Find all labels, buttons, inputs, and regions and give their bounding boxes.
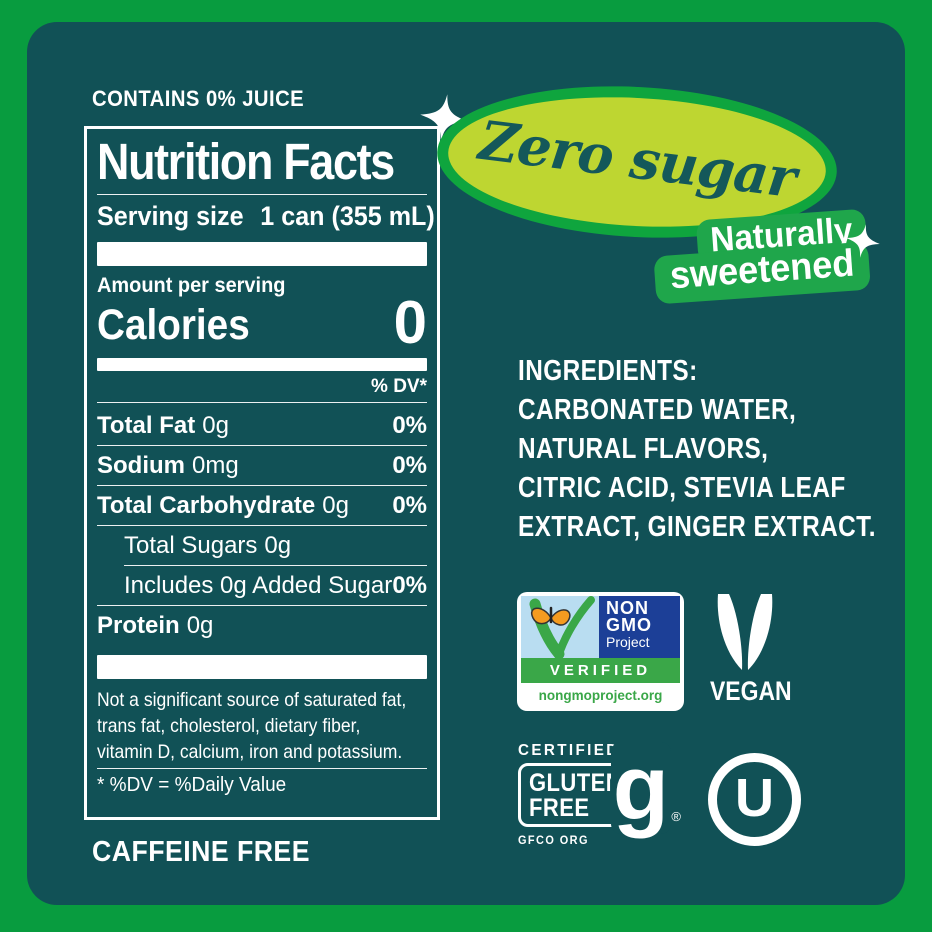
thick-separator-bar (97, 242, 427, 266)
row-dv: 0% (392, 492, 427, 519)
divider (97, 768, 427, 769)
footnote-line: trans fat, cholesterol, dietary fiber, (97, 715, 361, 737)
footnote-line: Not a significant source of saturated fa… (97, 689, 407, 711)
divider (97, 194, 427, 195)
serving-size-value: 1 can (355 mL) (260, 201, 435, 231)
row-name: Total Carbohydrate (97, 492, 316, 519)
row-amount: 0g (202, 412, 229, 439)
non-gmo-line: Project (606, 634, 650, 650)
table-row-sodium: Sodium 0mg 0% (97, 446, 427, 485)
caffeine-free-text: CAFFEINE FREE (92, 836, 310, 868)
daily-value-header: % DV* (371, 376, 427, 397)
calories-row: Calories 0 (97, 289, 427, 356)
table-row-protein: Protein 0g (97, 606, 427, 645)
gfco-org-text: GFCO ORG (518, 835, 589, 847)
table-row-total-fat: Total Fat 0g 0% (97, 406, 427, 445)
non-gmo-verified-badge: NON GMO Project VERIFIED nongmoproject.o… (517, 592, 684, 711)
naturally-sweetened-badge: Naturally sweetened (645, 208, 876, 305)
row-amount: 0mg (192, 452, 239, 479)
kosher-ou-icon: U (708, 753, 801, 846)
nutrition-facts-panel: Nutrition Facts Serving size 1 can (355 … (84, 126, 440, 820)
non-gmo-line: GMO (606, 615, 652, 635)
row-amount: 0g (264, 532, 292, 559)
row-dv: 0% (392, 452, 427, 479)
divider (97, 485, 427, 486)
ingredients-line: EXTRACT, GINGER EXTRACT. (518, 511, 876, 543)
row-amount: 0g (322, 492, 349, 519)
row-dv: 0% (392, 572, 427, 599)
ingredients-line: CARBONATED WATER, (518, 394, 797, 426)
divider (97, 605, 427, 606)
row-name: Total Sugars (124, 532, 258, 559)
gluten-free-line: FREE (529, 794, 590, 822)
non-gmo-line: NON (606, 598, 649, 618)
sparkle-icon (417, 91, 471, 145)
gluten-free-box: GLUTEN FREE g ® (518, 742, 681, 834)
ingredients-line: INGREDIENTS: (518, 355, 698, 387)
amount-per-serving-label: Amount per serving (97, 274, 286, 297)
gluten-free-badge: CERTIFIED GLUTEN FREE g ® GFCO ORG (518, 742, 681, 847)
ingredients-line: CITRIC ACID, STEVIA LEAF (518, 472, 846, 504)
thick-separator-bar (97, 655, 427, 679)
footnote-line: vitamin D, calcium, iron and potassium. (97, 741, 403, 763)
divider (97, 445, 427, 446)
divider (97, 525, 427, 526)
non-gmo-verified-text: VERIFIED (521, 658, 680, 683)
divider (124, 565, 427, 566)
serving-size-label: Serving size (97, 201, 244, 231)
contains-juice-text: CONTAINS 0% JUICE (92, 86, 305, 111)
zero-sugar-text: Zero sugar (475, 107, 800, 211)
gluten-free-certified-text: CERTIFIED (518, 742, 620, 759)
footnote: Not a significant source of saturated fa… (97, 687, 407, 765)
table-row-total-sugars: Total Sugars 0g (97, 526, 427, 565)
registered-mark: ® (671, 809, 681, 824)
row-name: Protein (97, 612, 180, 639)
row-name: Total Fat (97, 412, 196, 439)
row-name: Sodium (97, 452, 185, 479)
ingredients-list: INGREDIENTS: CARBONATED WATER, NATURAL F… (518, 352, 876, 547)
daily-value-note: * %DV = %Daily Value (97, 774, 287, 796)
non-gmo-wordmark: NON GMO Project (599, 596, 680, 658)
kosher-letter: U (735, 767, 774, 828)
non-gmo-website: nongmoproject.org (538, 687, 663, 703)
gluten-free-g-icon: g (610, 737, 671, 839)
non-gmo-butterfly-icon (521, 596, 599, 658)
ingredients-line: NATURAL FLAVORS, (518, 433, 769, 465)
thick-separator-bar (97, 358, 427, 371)
vegan-v-icon (714, 594, 776, 672)
calories-value: 0 (393, 289, 427, 356)
row-dv: 0% (392, 412, 427, 439)
divider (97, 402, 427, 403)
table-row-added-sugar: Includes 0g Added Sugar 0% (97, 566, 427, 605)
vegan-label: VEGAN (710, 676, 792, 706)
serving-size-row: Serving size 1 can (355 mL) (97, 201, 435, 232)
nutrition-facts-title: Nutrition Facts (97, 133, 395, 190)
row-name: Includes 0g Added Sugar (124, 572, 393, 599)
calories-label: Calories (97, 301, 250, 349)
row-amount: 0g (186, 612, 214, 639)
sparkle-icon (843, 221, 882, 260)
table-row-total-carbohydrate: Total Carbohydrate 0g 0% (97, 486, 427, 525)
gluten-free-line: GLUTEN (529, 769, 623, 797)
